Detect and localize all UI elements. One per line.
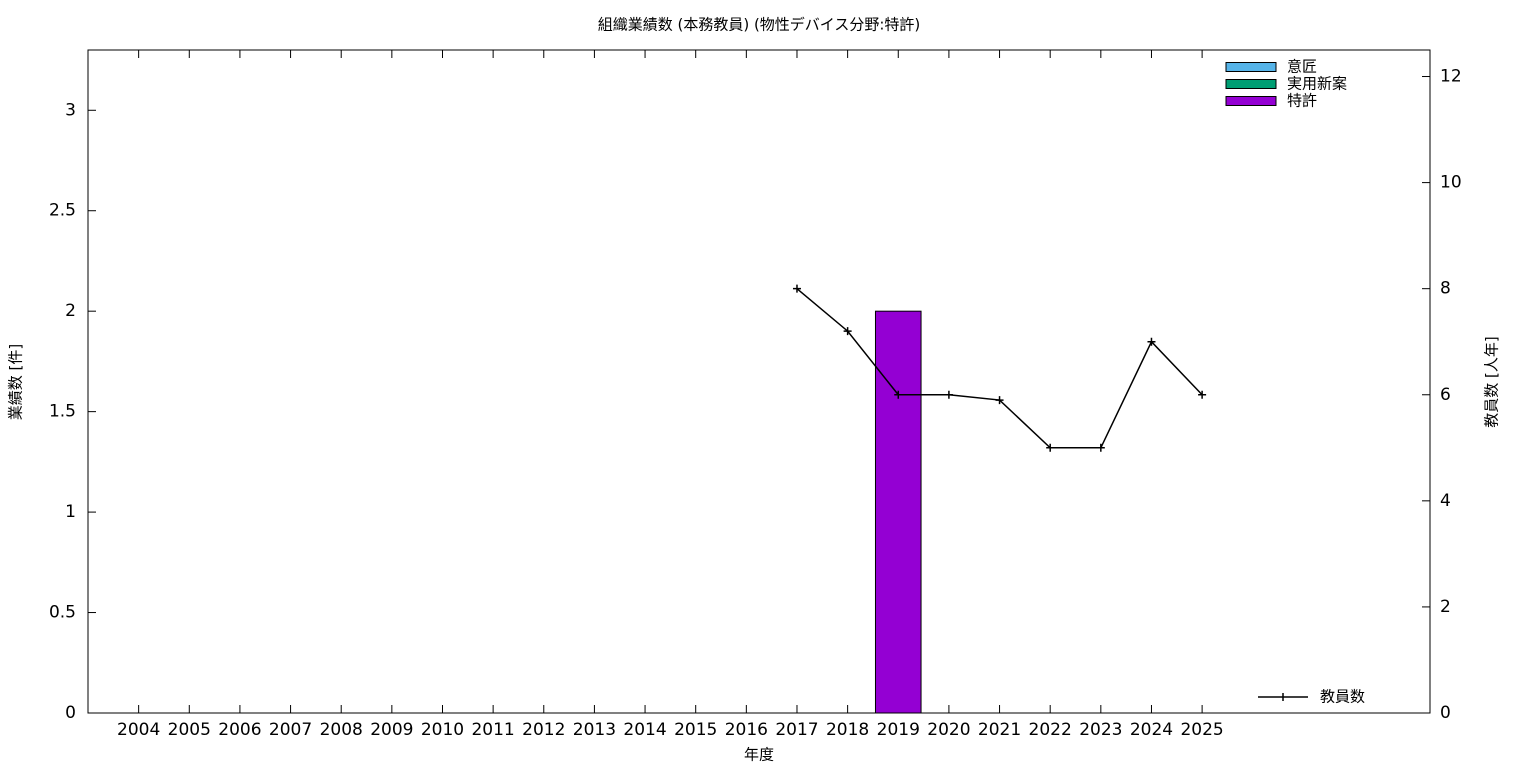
point: [1147, 337, 1156, 346]
x-tick-label: 2021: [978, 720, 1021, 740]
y2-tick-label: 6: [1440, 385, 1451, 405]
y2-tick-label: 0: [1440, 703, 1451, 723]
x-tick-label: 2022: [1029, 720, 1072, 740]
y-axis-label: 業績数 [件]: [7, 344, 25, 420]
x-tick-label: 2017: [775, 720, 818, 740]
y2-tick-label: 12: [1440, 67, 1462, 87]
y-tick-label: 0: [65, 703, 76, 723]
x-tick-label: 2008: [320, 720, 363, 740]
point: [1198, 390, 1207, 399]
x-tick-label: 2011: [471, 720, 514, 740]
y2-tick-label: 8: [1440, 279, 1451, 299]
x-tick-label: 2006: [218, 720, 261, 740]
x-tick-label: 2019: [877, 720, 920, 740]
point: [995, 396, 1004, 405]
x-tick-label: 2024: [1130, 720, 1173, 740]
point: [1046, 443, 1055, 452]
legend-swatch: [1225, 79, 1277, 89]
y2-axis-label: 教員数 [人年]: [1483, 336, 1501, 427]
y-tick-label: 2: [65, 301, 76, 321]
y2-tick-label: 10: [1440, 173, 1462, 193]
y-tick-label: 1.5: [49, 402, 76, 422]
point: [1096, 443, 1105, 452]
y2-tick-label: 4: [1440, 491, 1451, 511]
x-tick-label: 2018: [826, 720, 869, 740]
y2-tick-label: 2: [1440, 597, 1451, 617]
bar: [874, 310, 922, 714]
x-axis-label: 年度: [744, 746, 774, 764]
x-tick-label: 2016: [725, 720, 768, 740]
x-tick-label: 2004: [117, 720, 160, 740]
x-tick-label: 2014: [623, 720, 666, 740]
x-tick-label: 2023: [1079, 720, 1122, 740]
x-tick-label: 2015: [674, 720, 717, 740]
x-tick-label: 2013: [573, 720, 616, 740]
legend-label: 教員数: [1320, 688, 1365, 706]
legend-label: 実用新案: [1287, 75, 1347, 93]
point: [944, 390, 953, 399]
plot-frame: [87, 49, 1431, 714]
x-tick-label: 2009: [370, 720, 413, 740]
x-tick-label: 2025: [1180, 720, 1223, 740]
x-tick-label: 2010: [421, 720, 464, 740]
legend-swatch: [1225, 96, 1277, 106]
point: [792, 284, 801, 293]
legend-swatch: [1225, 62, 1277, 72]
point: [843, 327, 852, 336]
x-tick-label: 2005: [168, 720, 211, 740]
x-tick-label: 2020: [927, 720, 970, 740]
point: [894, 390, 903, 399]
chart-title: 組織業績数 (本務教員) (物性デバイス分野:特許): [598, 16, 921, 34]
x-tick-label: 2012: [522, 720, 565, 740]
legend-line: [1258, 693, 1308, 701]
legend-label: 意匠: [1287, 58, 1317, 76]
y-tick-label: 1: [65, 502, 76, 522]
y-tick-label: 2.5: [49, 201, 76, 221]
legend-label: 特許: [1287, 92, 1317, 110]
y-tick-label: 3: [65, 100, 76, 120]
y-tick-label: 0.5: [49, 603, 76, 623]
x-tick-label: 2007: [269, 720, 312, 740]
